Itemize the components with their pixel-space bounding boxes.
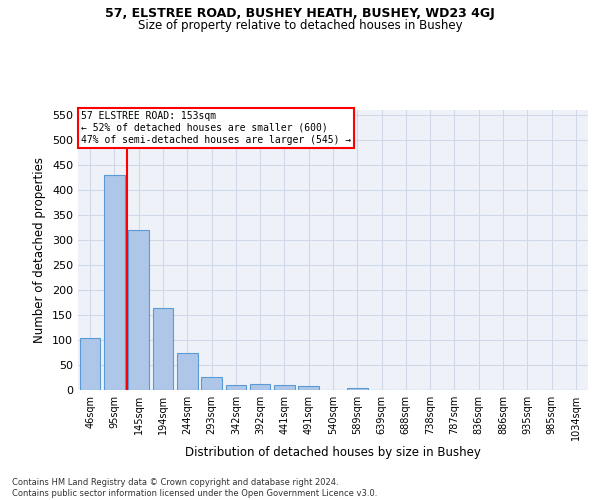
Text: Contains HM Land Registry data © Crown copyright and database right 2024.
Contai: Contains HM Land Registry data © Crown c…	[12, 478, 377, 498]
X-axis label: Distribution of detached houses by size in Bushey: Distribution of detached houses by size …	[185, 446, 481, 458]
Y-axis label: Number of detached properties: Number of detached properties	[34, 157, 46, 343]
Bar	[152, 308, 173, 390]
Bar	[104, 175, 125, 390]
Bar	[250, 384, 271, 390]
Bar	[80, 338, 100, 390]
Text: 57 ELSTREE ROAD: 153sqm
← 52% of detached houses are smaller (600)
47% of semi-d: 57 ELSTREE ROAD: 153sqm ← 52% of detache…	[80, 112, 351, 144]
Bar	[226, 385, 246, 390]
Text: Size of property relative to detached houses in Bushey: Size of property relative to detached ho…	[137, 19, 463, 32]
Text: 57, ELSTREE ROAD, BUSHEY HEATH, BUSHEY, WD23 4GJ: 57, ELSTREE ROAD, BUSHEY HEATH, BUSHEY, …	[105, 8, 495, 20]
Bar	[347, 388, 368, 390]
Bar	[298, 386, 319, 390]
Bar	[177, 352, 197, 390]
Bar	[274, 385, 295, 390]
Bar	[128, 230, 149, 390]
Bar	[201, 376, 222, 390]
